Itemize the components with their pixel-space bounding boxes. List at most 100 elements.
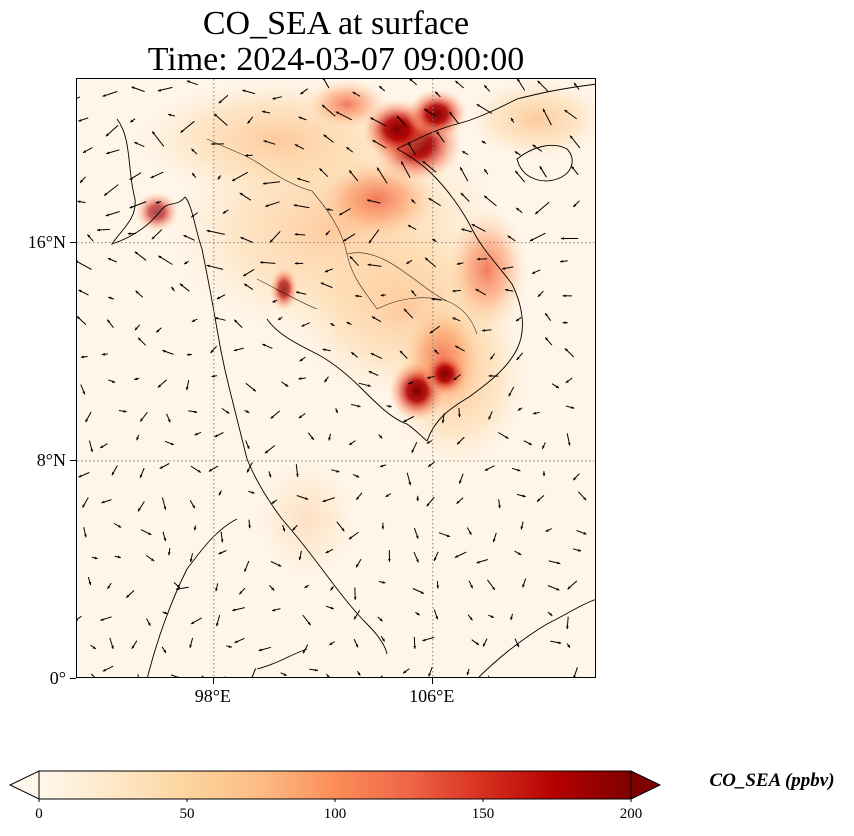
colorbar-tick-label: 50 [179, 806, 195, 822]
wind-arrow [157, 86, 173, 92]
wind-arrow [422, 160, 437, 173]
wind-arrow [452, 317, 461, 322]
wind-arrow [139, 467, 145, 479]
wind-arrow [482, 329, 492, 332]
wind-arrow [516, 79, 526, 91]
wind-arrow [452, 289, 461, 293]
wind-arrow [242, 89, 256, 95]
wind-arrow [427, 461, 436, 468]
wind-arrow [471, 639, 480, 646]
wind-arrow [411, 441, 418, 454]
wind-arrow [573, 82, 580, 90]
wind-arrow [498, 499, 501, 509]
wind-arrow [299, 356, 306, 362]
wind-arrow [271, 499, 278, 505]
wind-arrow [504, 288, 514, 292]
wind-arrow [515, 207, 523, 214]
wind-arrow [320, 282, 333, 289]
wind-arrow [342, 233, 356, 242]
wind-arrow [562, 321, 568, 325]
lat-tick-mark [70, 459, 76, 461]
wind-arrow [356, 670, 361, 676]
wind-arrow [309, 668, 319, 672]
wind-arrow [514, 170, 526, 183]
wind-arrow [551, 383, 560, 389]
wind-arrow [265, 201, 280, 207]
wind-arrow [348, 531, 359, 540]
wind-arrow [510, 117, 515, 123]
wind-arrow [514, 150, 521, 156]
wind-arrow [247, 116, 254, 124]
wind-arrow [489, 353, 496, 360]
wind-arrow [131, 640, 138, 649]
wind-arrow [190, 212, 198, 218]
wind-arrow [532, 144, 543, 152]
wind-arrow [244, 560, 250, 572]
colorbar-tick-label: 0 [35, 806, 43, 822]
wind-arrow [191, 148, 198, 155]
wind-arrow [298, 116, 307, 121]
wind-arrow [103, 184, 119, 196]
wind-arrow [517, 407, 523, 411]
wind-arrow [129, 118, 136, 123]
wind-arrow [433, 551, 439, 562]
map-title-line2: Time: 2024-03-07 09:00:00 [147, 41, 525, 78]
wind-arrow [151, 131, 165, 147]
wind-arrow [270, 410, 281, 419]
wind-arrow [166, 413, 171, 423]
wind-arrow [233, 319, 243, 328]
wind-arrow [233, 347, 244, 352]
wind-arrow [216, 294, 226, 300]
wind-arrow [78, 289, 89, 296]
map-canvas [77, 79, 595, 677]
wind-arrow [566, 433, 571, 446]
wind-arrow [239, 192, 252, 201]
wind-arrow [151, 229, 163, 240]
wind-arrow [566, 643, 571, 648]
wind-arrow [399, 350, 408, 359]
wind-arrow [542, 108, 552, 126]
wind-arrow [423, 108, 435, 117]
wind-arrow [434, 91, 441, 98]
wind-arrow [498, 432, 509, 440]
wind-arrow [106, 319, 114, 329]
wind-arrow [226, 645, 233, 648]
wind-arrow [155, 200, 162, 204]
wind-arrow [415, 611, 420, 616]
wind-arrow [541, 442, 546, 450]
wind-arrow [335, 408, 338, 414]
wind-arrow [213, 113, 228, 126]
wind-arrow [322, 497, 335, 503]
wind-arrow [378, 85, 386, 92]
wind-arrow [511, 467, 521, 472]
wind-arrow [106, 149, 120, 155]
wind-arrow [295, 464, 299, 478]
wind-arrow [353, 610, 361, 620]
wind-arrow [96, 228, 110, 232]
wind-arrow [534, 201, 550, 215]
wind-arrow [193, 525, 197, 531]
wind-arrow [400, 161, 411, 179]
wind-arrow [407, 224, 417, 231]
wind-arrow [433, 349, 440, 355]
wind-arrow [353, 587, 357, 600]
wind-arrow [330, 322, 335, 327]
wind-arrow [531, 269, 541, 275]
wind-arrow [183, 234, 195, 241]
wind-arrow [372, 139, 387, 149]
colorbar-label: CO_SEA (ppbv) [709, 770, 835, 791]
wind-arrow [158, 255, 173, 265]
wind-arrow [150, 171, 164, 179]
wind-arrow [170, 674, 180, 677]
wind-arrow [224, 676, 226, 677]
wind-arrow [292, 524, 298, 531]
wind-arrow [245, 382, 257, 392]
wind-arrow [522, 578, 527, 588]
wind-arrow [167, 113, 176, 117]
wind-arrow [510, 613, 513, 621]
wind-arrow [140, 529, 152, 536]
wind-arrow [396, 115, 407, 127]
wind-arrow [83, 527, 87, 538]
wind-arrow [571, 165, 579, 176]
wind-arrow [234, 637, 245, 644]
